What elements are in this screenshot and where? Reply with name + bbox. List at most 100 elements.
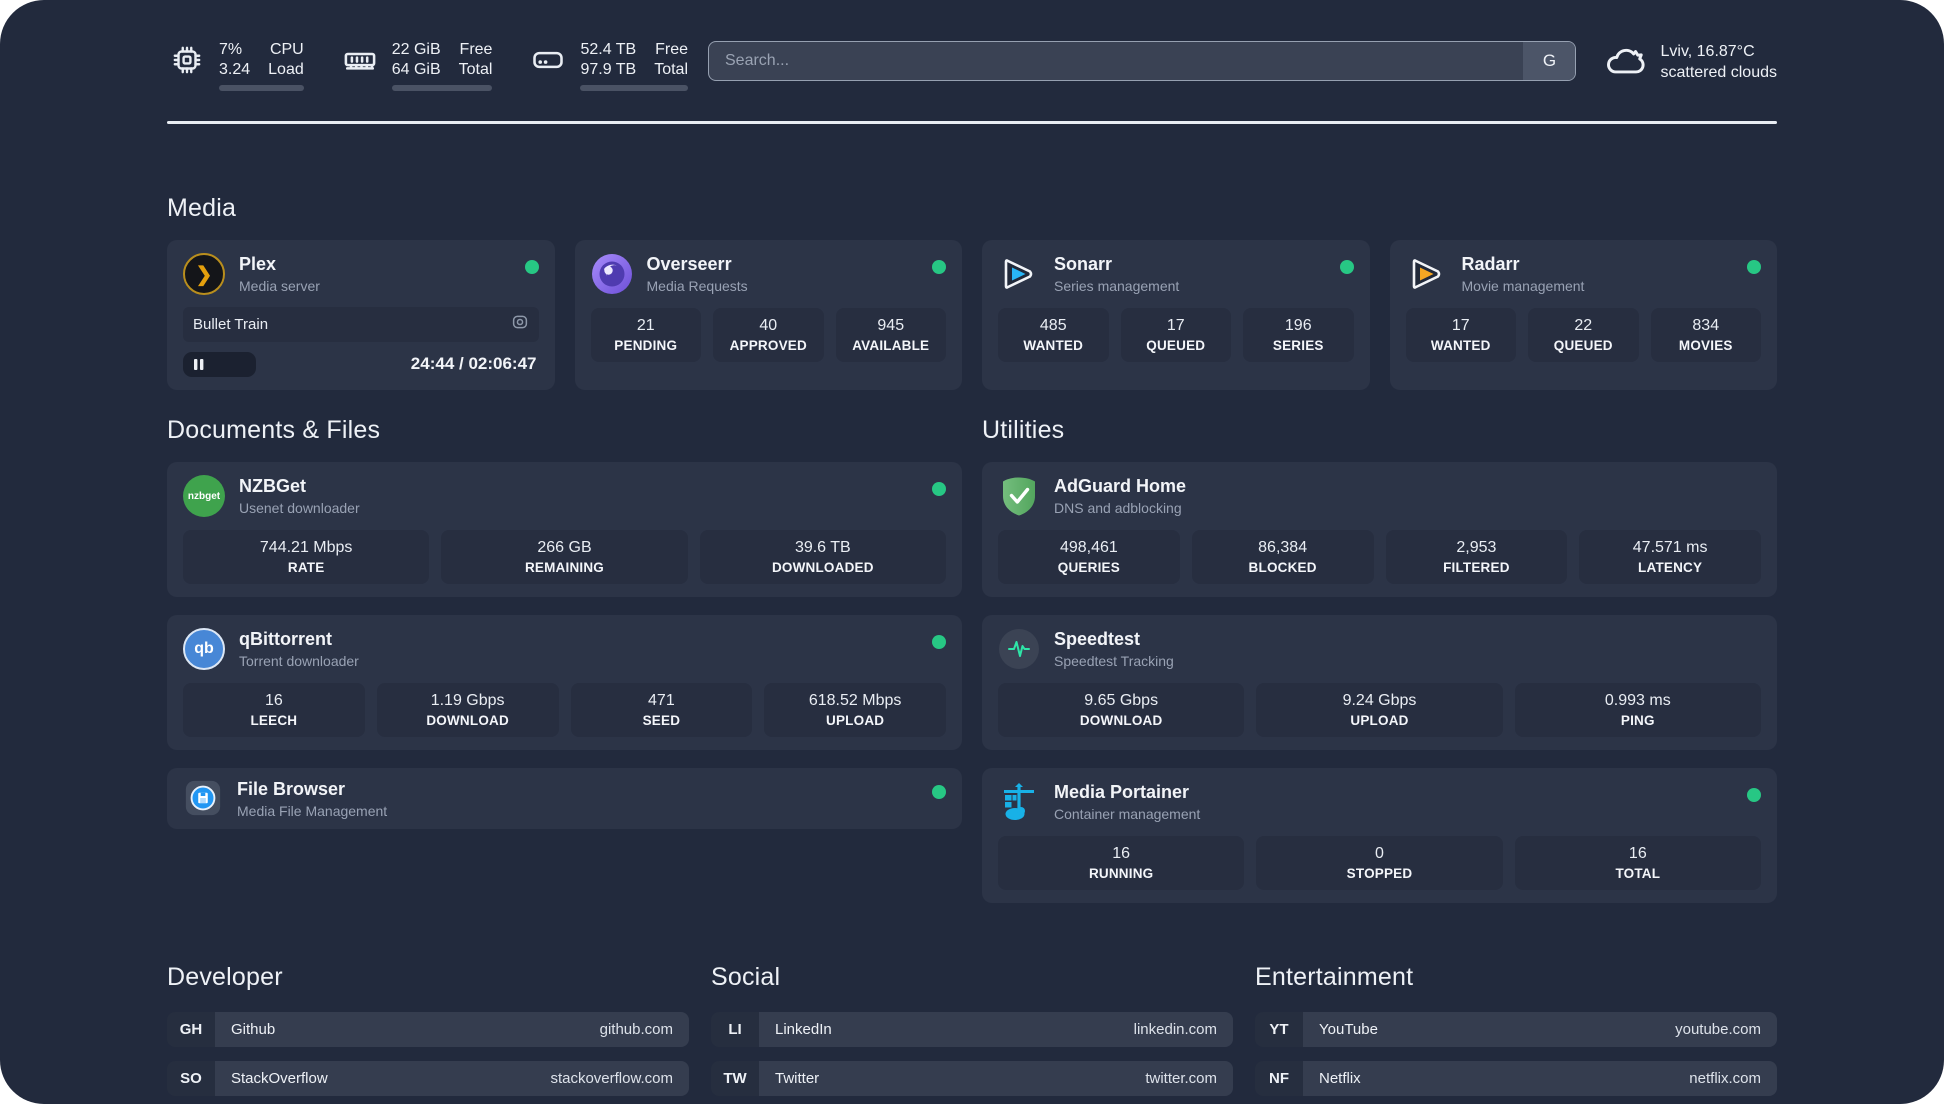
qbittorrent-card[interactable]: qb qBittorrent Torrent downloader 16 LEEC…: [167, 615, 962, 750]
plex-playback-bar: 24:44 / 02:06:47: [183, 352, 539, 377]
speedtest-card[interactable]: Speedtest Speedtest Tracking 9.65 Gbps DO…: [982, 615, 1777, 750]
section-title-entertainment: Entertainment: [1255, 963, 1414, 991]
disk-free-value: 52.4 TB: [580, 41, 637, 58]
adguard-stat-queries: 498,461 QUERIES: [998, 530, 1180, 584]
radarr-card[interactable]: Radarr Movie management 17 WANTED 22 QUEUE…: [1389, 240, 1777, 390]
radarr-icon: [1406, 253, 1448, 295]
twitter-url: twitter.com: [1145, 1070, 1217, 1087]
netflix-abbr: NF: [1255, 1061, 1303, 1096]
disk-free-label: Free: [655, 41, 688, 58]
github-name: Github: [231, 1021, 276, 1038]
sonarr-icon: [998, 253, 1040, 295]
plex-now-playing-title: Bullet Train: [193, 316, 269, 333]
filebrowser-subtitle: Media File Management: [237, 803, 388, 819]
stackoverflow-abbr: SO: [167, 1061, 215, 1096]
plex-name: Plex: [239, 254, 277, 274]
adguard-name: AdGuard Home: [1054, 476, 1187, 496]
ram-free-value: 22 GiB: [391, 41, 441, 58]
disk-total-value: 97.9 TB: [580, 61, 637, 78]
adguard-subtitle: DNS and adblocking: [1054, 500, 1182, 516]
portainer-status-dot: [1747, 788, 1761, 802]
twitter-abbr: TW: [711, 1061, 759, 1096]
section-title-documents: Documents & Files: [167, 416, 381, 444]
nzbget-stat-rate: 744.21 Mbps RATE: [183, 530, 430, 584]
pause-button[interactable]: [183, 352, 256, 377]
speedtest-stat-download: 9.65 Gbps DOWNLOAD: [998, 683, 1245, 737]
nzbget-name: NZBGet: [239, 476, 306, 496]
link-youtube[interactable]: YT YouTube youtube.com: [1255, 1012, 1777, 1047]
radarr-status-dot: [1747, 260, 1761, 274]
sonarr-stat-series: 196 SERIES: [1243, 308, 1354, 362]
radarr-stat-movies: 834 MOVIES: [1650, 308, 1761, 362]
entertainment-section: Entertainment YT YouTube youtube.com NF …: [1255, 963, 1777, 1104]
cpu-label: CPU: [269, 41, 304, 58]
nzbget-card[interactable]: nzbget NZBGet Usenet downloader 744.21 M…: [167, 462, 962, 597]
disk-metric: 52.4 TB 97.9 TB Free Total: [528, 40, 688, 91]
developer-section: Developer GH Github github.com SO StackO…: [167, 963, 689, 1104]
link-github[interactable]: GH Github github.com: [167, 1012, 689, 1047]
social-section: Social LI LinkedIn linkedin.com TW Twitt…: [711, 963, 1233, 1104]
adguard-stat-filtered: 2,953 FILTERED: [1385, 530, 1568, 584]
qbittorrent-stat-seed: 471 SEED: [570, 683, 753, 737]
nzbget-status-dot: [932, 482, 946, 496]
qbittorrent-stat-download: 1.19 Gbps DOWNLOAD: [376, 683, 559, 737]
ram-icon: [340, 40, 380, 80]
overseerr-stat-approved: 40 APPROVED: [713, 308, 824, 362]
qbittorrent-status-dot: [932, 635, 946, 649]
ram-metric: 22 GiB 64 GiB Free Total: [340, 40, 493, 91]
overseerr-stat-pending: 21 PENDING: [590, 308, 701, 362]
sonarr-name: Sonarr: [1054, 254, 1113, 274]
section-title-social: Social: [711, 963, 781, 991]
ram-total-value: 64 GiB: [391, 61, 441, 78]
stackoverflow-name: StackOverflow: [231, 1070, 328, 1087]
adguard-icon: [998, 475, 1040, 517]
link-netflix[interactable]: NF Netflix netflix.com: [1255, 1061, 1777, 1096]
filebrowser-name: File Browser: [237, 779, 346, 799]
radarr-stat-wanted: 17 WANTED: [1405, 308, 1516, 362]
radarr-stat-queued: 22 QUEUED: [1528, 308, 1639, 362]
portainer-name: Media Portainer: [1054, 782, 1190, 802]
nzbget-stat-remaining: 266 GB REMAINING: [441, 530, 688, 584]
search-input[interactable]: [709, 42, 1524, 80]
documents-column: Documents & Files nzbget NZBGet Usenet d…: [167, 416, 962, 903]
link-linkedin[interactable]: LI LinkedIn linkedin.com: [711, 1012, 1233, 1047]
pause-icon: [194, 359, 204, 370]
portainer-stat-stopped: 0 STOPPED: [1256, 836, 1503, 890]
filebrowser-card[interactable]: File Browser Media File Management: [167, 768, 962, 829]
cpu-load-label: Load: [268, 61, 304, 78]
ram-progress-bar: [391, 85, 493, 91]
adguard-stat-latency: 47.571 ms LATENCY: [1579, 530, 1761, 584]
nzbget-stat-downloaded: 39.6 TB DOWNLOADED: [699, 530, 946, 584]
netflix-url: netflix.com: [1689, 1070, 1761, 1087]
plex-card[interactable]: ❯ Plex Media server Bullet Train: [167, 240, 555, 390]
filebrowser-status-dot: [932, 785, 946, 799]
stackoverflow-url: stackoverflow.com: [550, 1070, 673, 1087]
github-url: github.com: [599, 1021, 673, 1038]
linkedin-name: LinkedIn: [775, 1021, 832, 1038]
weather-condition: scattered clouds: [1660, 63, 1777, 81]
link-twitter[interactable]: TW Twitter twitter.com: [711, 1061, 1233, 1096]
overseerr-status-dot: [932, 260, 946, 274]
disk-icon: [528, 40, 568, 80]
cpu-usage-value: 7%: [219, 41, 243, 58]
section-title-utilities: Utilities: [982, 416, 1065, 444]
link-stackoverflow[interactable]: SO StackOverflow stackoverflow.com: [167, 1061, 689, 1096]
portainer-card[interactable]: Media Portainer Container management 16 R…: [982, 768, 1777, 903]
nzbget-subtitle: Usenet downloader: [239, 500, 360, 516]
qbittorrent-name: qBittorrent: [239, 629, 332, 649]
twitter-name: Twitter: [775, 1070, 820, 1087]
cpu-icon: [167, 40, 207, 80]
overseerr-card[interactable]: Overseerr Media Requests 21 PENDING 40 APP…: [574, 240, 962, 390]
adguard-card[interactable]: AdGuard Home DNS and adblocking 498,461 Q…: [982, 462, 1777, 597]
ram-total-label: Total: [458, 61, 493, 78]
sonarr-stat-queued: 17 QUEUED: [1120, 308, 1231, 362]
top-bar: 7% 3.24 CPU Load: [167, 0, 1777, 91]
portainer-subtitle: Container management: [1054, 806, 1201, 822]
ram-free-label: Free: [459, 41, 493, 58]
portainer-stat-total: 16 TOTAL: [1514, 836, 1761, 890]
sonarr-card[interactable]: Sonarr Series management 485 WANTED 17 QUE…: [982, 240, 1370, 390]
netflix-name: Netflix: [1319, 1070, 1361, 1087]
sonarr-stat-wanted: 485 WANTED: [998, 308, 1109, 362]
plex-now-playing: Bullet Train: [183, 307, 539, 342]
search-engine-button[interactable]: G: [1523, 42, 1576, 80]
